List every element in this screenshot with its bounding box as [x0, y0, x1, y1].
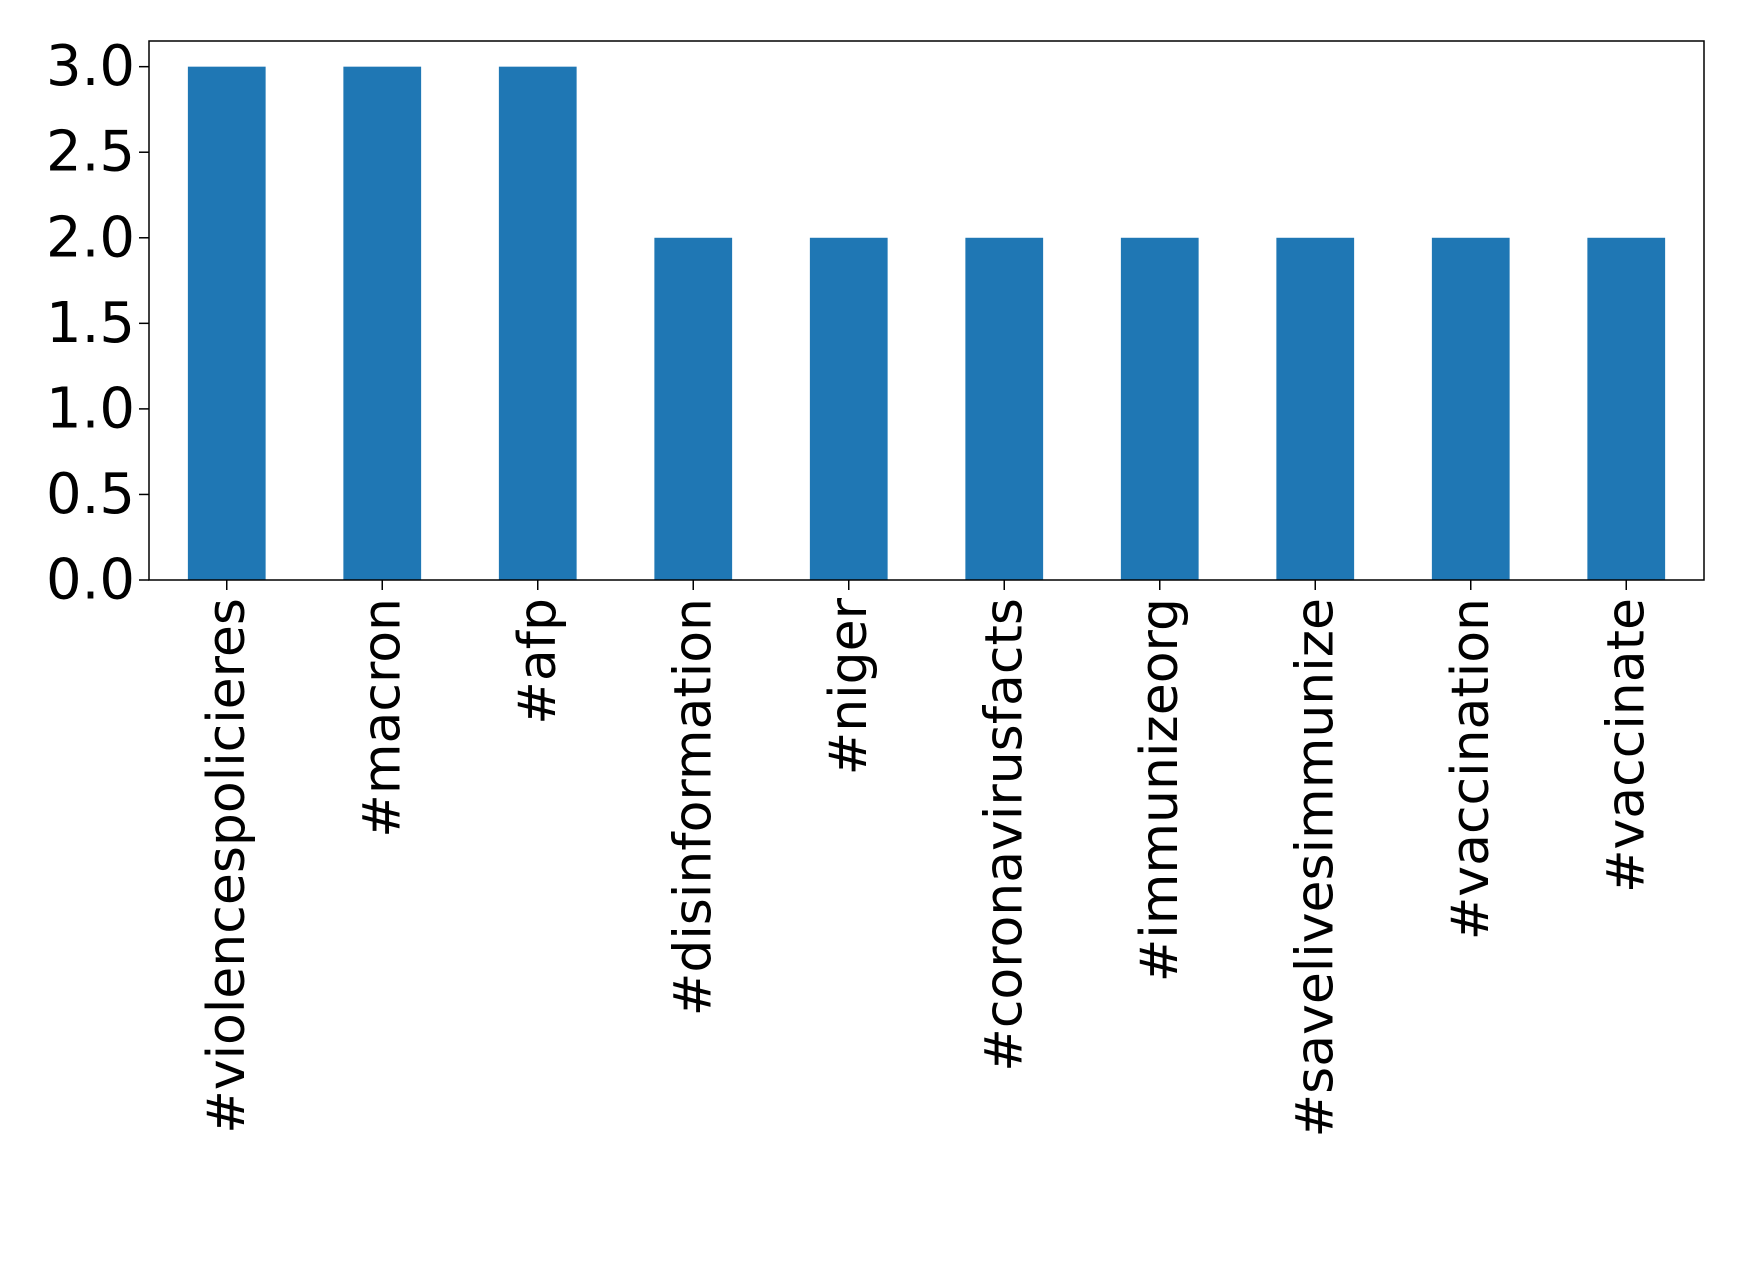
x-axis: #violencespolicieres #macron #afp #disinfor…	[197, 580, 1656, 1137]
x-tick-label: #disinformation	[663, 598, 723, 1016]
x-tick-label: #macron	[352, 598, 412, 838]
y-tick-label: 2.0	[46, 205, 135, 270]
bar	[343, 66, 422, 580]
bar	[654, 237, 733, 580]
y-tick-label: 0.5	[46, 462, 135, 527]
bar	[965, 237, 1044, 580]
bars-group	[187, 66, 1666, 580]
bar	[498, 66, 577, 580]
y-tick-label: 2.5	[46, 120, 135, 185]
bar	[1276, 237, 1355, 580]
x-tick-label: #niger	[819, 597, 879, 775]
bar	[187, 66, 266, 580]
x-tick-label: #afp	[508, 598, 568, 725]
x-tick-label: #savelivesimmunize	[1285, 598, 1345, 1137]
y-tick-label: 0.0	[46, 548, 135, 613]
bar	[1431, 237, 1510, 580]
y-tick-label: 1.0	[46, 376, 135, 441]
y-tick-label: 1.5	[46, 291, 135, 356]
x-tick-label: #vaccination	[1441, 598, 1501, 940]
x-tick-label: #vaccinate	[1596, 598, 1656, 893]
x-tick-label: #coronavirusfacts	[974, 598, 1034, 1072]
x-tick-label: #immunizeorg	[1130, 598, 1190, 982]
plot-frame	[148, 40, 1705, 581]
x-tick-label: #violencespolicieres	[197, 598, 257, 1134]
bar	[1120, 237, 1199, 580]
bar	[809, 237, 888, 580]
y-tick-label: 3.0	[46, 34, 135, 99]
bar	[1587, 237, 1666, 580]
y-axis: 0.0 0.5 1.0 1.5 2.0 2.5 3.0	[46, 34, 149, 613]
